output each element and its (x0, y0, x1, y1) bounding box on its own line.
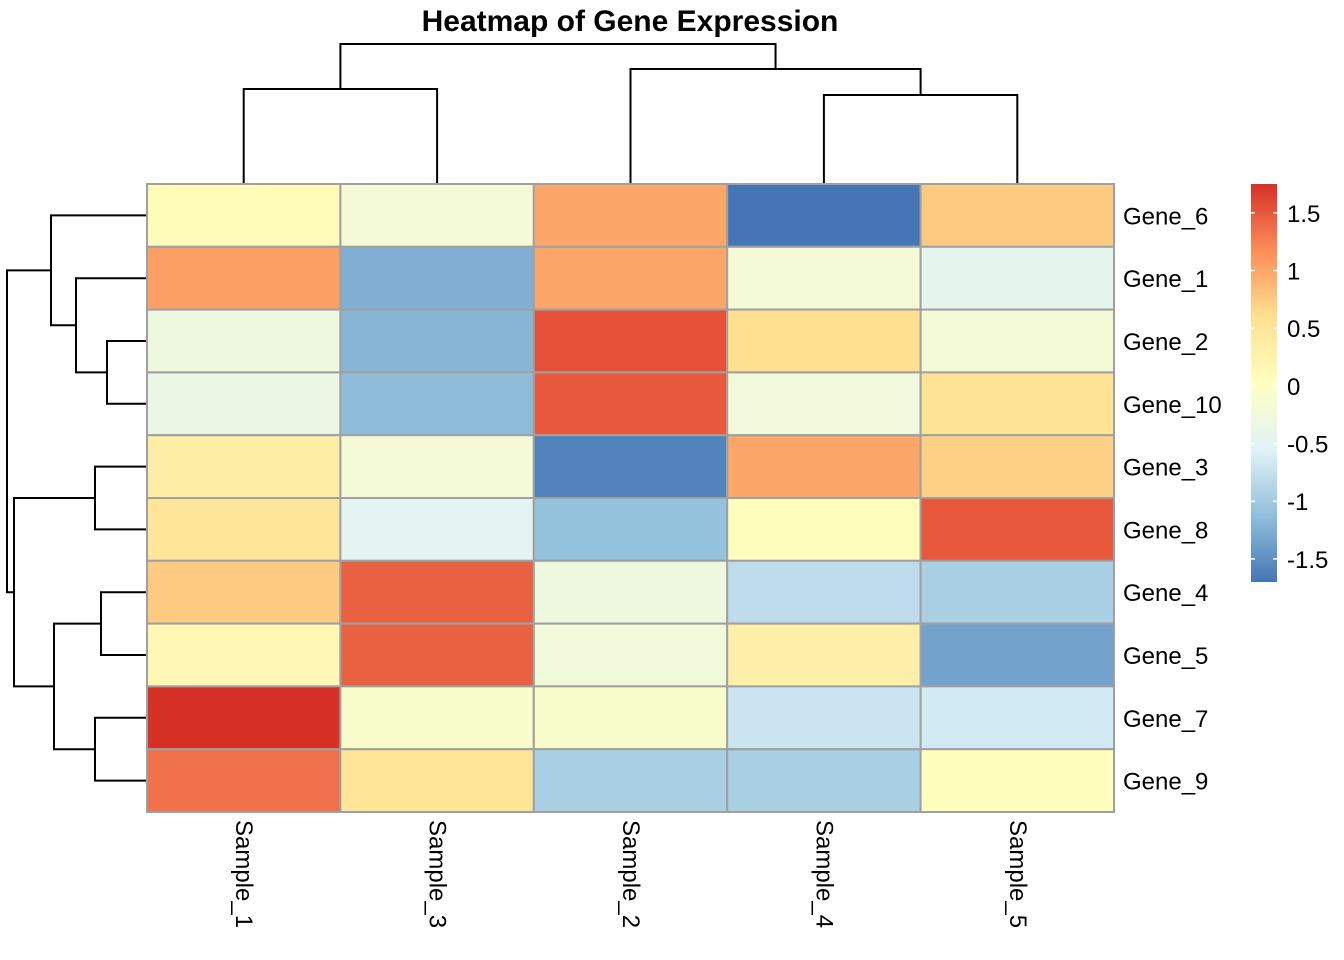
heatmap-cell (339, 308, 535, 374)
heatmap-cell (532, 497, 729, 562)
row-label: Gene_10 (1123, 392, 1222, 419)
heatmap-cell (532, 434, 729, 500)
heatmap-cell (726, 559, 922, 625)
heatmap-cell (146, 685, 342, 751)
dendrogram-branch (94, 716, 147, 782)
column-label: Sample_1 (230, 820, 257, 928)
heatmap-cell (726, 685, 922, 751)
heatmap-cell (726, 622, 922, 688)
legend-tick-label: -0.5 (1287, 432, 1328, 459)
heatmap-cell (726, 308, 922, 374)
heatmap-cell (919, 685, 1115, 751)
heatmap-cell (339, 559, 535, 625)
legend-tick-label: -1 (1287, 489, 1308, 516)
heatmap-cell (532, 685, 729, 751)
chart-title: Heatmap of Gene Expression (422, 5, 839, 38)
heatmap-cell (919, 245, 1115, 311)
row-dendrogram (6, 214, 147, 782)
heatmap-cell (339, 685, 535, 751)
heatmap-cell (146, 497, 342, 562)
heatmap-cell (339, 497, 535, 562)
heatmap-cell (146, 622, 342, 688)
heatmap-cell (919, 497, 1115, 562)
heatmap-cell (919, 308, 1115, 374)
row-label: Gene_1 (1123, 266, 1208, 293)
legend-ticks: 1.5 1 0.5 0 -0.5 -1 -1.5 (1251, 201, 1328, 574)
row-label: Gene_5 (1123, 643, 1208, 670)
dendrogram-branch (339, 43, 777, 89)
dendrogram-branch (822, 94, 1019, 184)
heatmap-cell (532, 748, 729, 814)
column-labels: Sample_1 Sample_3 Sample_2 Sample_4 Sample_5 (230, 820, 1031, 928)
dendrogram-branch (94, 465, 147, 531)
column-dendrogram (242, 43, 1019, 184)
heatmap-cell (726, 748, 922, 814)
dendrogram-branch (53, 622, 101, 751)
heatmap-cell (146, 371, 342, 437)
heatmap-cell (919, 622, 1115, 688)
legend-tick-label: 0.5 (1287, 316, 1320, 343)
row-labels: Gene_6 Gene_1 Gene_2 Gene_10 Gene_3 Gene_8 Gen… (1123, 203, 1222, 795)
heatmap-cell (146, 308, 342, 374)
heatmap-cell (726, 497, 922, 562)
heatmap-cell (339, 434, 535, 500)
dendrogram-branch (629, 68, 922, 184)
legend-color-bar (1251, 184, 1277, 582)
heatmap-cell (919, 183, 1115, 248)
heatmap-cell (919, 434, 1115, 500)
row-label: Gene_6 (1123, 203, 1208, 230)
heatmap-cell (532, 245, 729, 311)
heatmap-cell (146, 183, 342, 248)
legend-tick-label: -1.5 (1287, 547, 1328, 574)
heatmap-cells (146, 183, 1115, 814)
column-label: Sample_3 (424, 820, 451, 928)
dendrogram-branch (242, 88, 439, 184)
heatmap-cell (726, 371, 922, 437)
heatmap-cell (726, 183, 922, 248)
heatmap-cell (532, 622, 729, 688)
heatmap-cell (339, 183, 535, 248)
dendrogram-branch (50, 214, 147, 327)
heatmap-cell (339, 622, 535, 688)
heatmap-cell (532, 559, 729, 625)
heatmap-cell (726, 434, 922, 500)
heatmap-cell (532, 183, 729, 248)
heatmap-cell (339, 245, 535, 311)
dendrogram-branch (100, 591, 147, 656)
heatmap-cell (146, 245, 342, 311)
heatmap-cell (339, 371, 535, 437)
heatmap-cell (339, 748, 535, 814)
color-legend: 1.5 1 0.5 0 -0.5 -1 -1.5 (1251, 184, 1328, 582)
heatmap-cell (919, 748, 1115, 814)
row-label: Gene_7 (1123, 706, 1208, 733)
row-label: Gene_4 (1123, 580, 1208, 607)
legend-tick-label: 0 (1287, 374, 1300, 401)
heatmap-cell (146, 559, 342, 625)
heatmap-cell (146, 434, 342, 500)
row-label: Gene_9 (1123, 769, 1208, 796)
row-label: Gene_2 (1123, 329, 1208, 356)
dendrogram-branch (106, 340, 147, 405)
legend-tick-label: 1 (1287, 259, 1300, 286)
heatmap-cell (919, 559, 1115, 625)
row-label: Gene_8 (1123, 517, 1208, 544)
dendrogram-branch (6, 269, 51, 594)
column-label: Sample_2 (617, 820, 644, 928)
heatmap-cell (726, 245, 922, 311)
dendrogram-branch (75, 277, 147, 374)
legend-tick-label: 1.5 (1287, 201, 1320, 228)
column-label: Sample_4 (810, 820, 837, 928)
row-label: Gene_3 (1123, 455, 1208, 482)
heatmap-cell (919, 371, 1115, 437)
heatmap-cell (532, 371, 729, 437)
heatmap-cell (146, 748, 342, 814)
heatmap-cell (532, 308, 729, 374)
column-label: Sample_5 (1004, 820, 1031, 928)
